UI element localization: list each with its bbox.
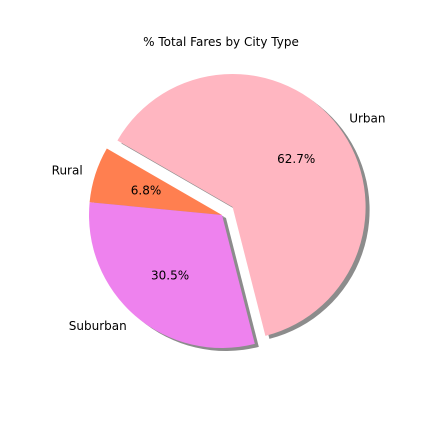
slice-pct-label-suburban: 30.5% [151, 269, 189, 283]
pie-slice-suburban [88, 202, 255, 348]
pie-slice-urban [117, 73, 366, 336]
slice-label-suburban: Suburban [69, 319, 127, 333]
wedge-layer [88, 73, 366, 348]
slice-label-rural: Rural [52, 163, 83, 177]
slice-label-urban: Urban [349, 112, 385, 126]
chart-title: % Total Fares by City Type [143, 35, 299, 49]
slice-pct-label-rural: 6.8% [131, 184, 162, 198]
label-layer: Rural 6.8% Suburban 30.5% Urban 62.7% [52, 112, 386, 333]
slice-pct-label-urban: 62.7% [277, 152, 315, 166]
pie-slice-rural [89, 148, 222, 215]
